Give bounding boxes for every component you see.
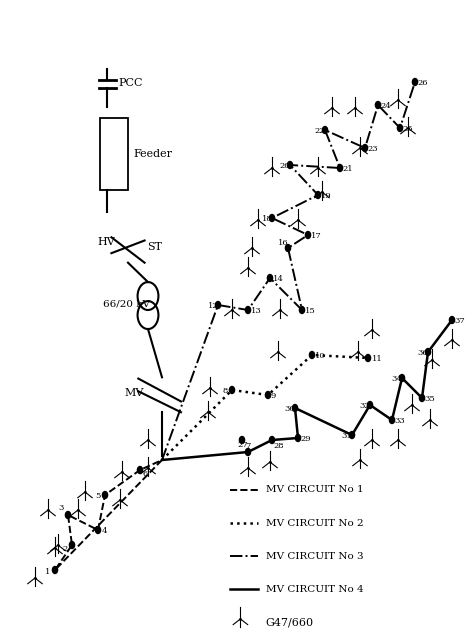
Text: 66/20 kV: 66/20 kV [103,299,150,308]
Text: 36: 36 [418,349,428,357]
Circle shape [102,491,108,498]
Text: 13: 13 [251,307,262,315]
Circle shape [287,161,292,168]
Text: 10: 10 [315,352,326,360]
Circle shape [292,404,298,411]
Circle shape [305,232,310,239]
Circle shape [365,354,371,361]
Circle shape [267,274,273,281]
Circle shape [295,434,301,441]
Text: 8: 8 [222,387,228,395]
Circle shape [229,387,235,394]
Circle shape [215,302,220,309]
Text: 19: 19 [321,192,332,200]
Circle shape [269,215,274,222]
Text: MV CIRCUIT No 4: MV CIRCUIT No 4 [265,585,363,594]
Text: 26: 26 [418,79,428,87]
Text: MV: MV [124,388,144,398]
Circle shape [53,566,58,573]
Text: 27: 27 [237,441,248,449]
Text: 35: 35 [425,395,436,403]
Text: 33: 33 [395,417,406,425]
Text: 31: 31 [342,432,352,440]
Circle shape [425,349,430,356]
Text: 11: 11 [372,355,383,363]
Text: PCC: PCC [118,77,143,88]
Circle shape [246,307,251,314]
Text: 32: 32 [360,402,370,410]
Circle shape [300,307,305,314]
Text: 3: 3 [58,504,64,512]
Circle shape [390,417,395,424]
Circle shape [69,542,74,549]
Circle shape [412,79,418,86]
Text: ST: ST [147,242,162,252]
Text: MV CIRCUIT No 3: MV CIRCUIT No 3 [265,552,363,561]
FancyBboxPatch shape [100,118,128,190]
Circle shape [449,316,455,323]
Circle shape [239,436,245,443]
Circle shape [375,102,381,109]
Circle shape [337,164,343,171]
Text: 28: 28 [274,441,284,450]
Text: 23: 23 [368,145,378,153]
Text: 12: 12 [208,302,218,310]
Text: 25: 25 [403,125,413,133]
Text: 30: 30 [284,405,295,413]
Text: 17: 17 [311,232,321,240]
Circle shape [265,392,271,399]
Text: 5: 5 [96,492,101,500]
Text: 24: 24 [381,102,392,110]
Circle shape [285,244,291,251]
Text: 1: 1 [45,568,50,577]
Text: 7: 7 [245,441,250,450]
Circle shape [137,467,143,474]
Text: Feeder: Feeder [134,149,173,159]
Text: 4: 4 [102,527,107,535]
Text: 16: 16 [278,239,288,247]
Circle shape [397,124,402,131]
Circle shape [363,145,368,152]
Circle shape [349,432,355,439]
Circle shape [400,375,405,382]
Text: 20: 20 [280,162,290,170]
Text: HV: HV [97,237,115,248]
Text: 37: 37 [455,317,465,325]
Circle shape [65,512,71,519]
Circle shape [367,401,373,408]
Text: G47/660: G47/660 [265,617,314,627]
Circle shape [322,126,328,133]
Circle shape [246,448,251,455]
Text: 15: 15 [305,307,316,315]
Text: 2: 2 [63,545,68,552]
Text: 29: 29 [301,435,311,443]
Circle shape [95,526,100,533]
Text: MV CIRCUIT No 2: MV CIRCUIT No 2 [265,519,363,528]
Circle shape [419,394,425,401]
Text: 34: 34 [392,375,402,383]
Text: 14: 14 [273,275,284,283]
Text: MV CIRCUIT No 1: MV CIRCUIT No 1 [265,486,363,495]
Text: 6: 6 [143,470,148,478]
Text: 18: 18 [262,215,273,223]
Circle shape [315,192,320,199]
Circle shape [310,352,315,359]
Text: 22: 22 [315,127,325,135]
Text: 21: 21 [343,165,354,173]
Text: 9: 9 [271,392,276,400]
Circle shape [269,436,274,443]
